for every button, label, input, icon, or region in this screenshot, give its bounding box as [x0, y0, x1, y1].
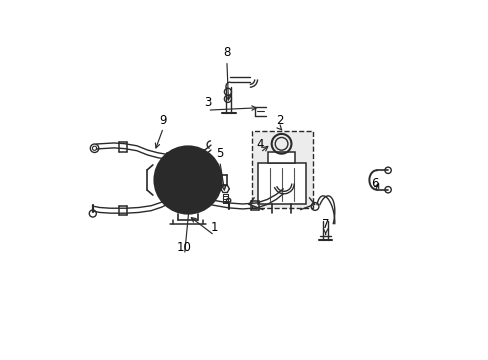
- Text: 8: 8: [223, 46, 230, 59]
- Text: 5: 5: [216, 147, 223, 160]
- Text: 1: 1: [210, 221, 218, 234]
- Circle shape: [154, 147, 221, 213]
- Text: 3: 3: [203, 96, 211, 109]
- Bar: [268, 152, 294, 163]
- Text: 2: 2: [275, 113, 283, 126]
- Text: 4: 4: [256, 138, 264, 151]
- Text: 7: 7: [321, 217, 329, 231]
- Bar: [257, 163, 305, 204]
- Circle shape: [185, 177, 190, 183]
- Text: 6: 6: [370, 177, 378, 190]
- Text: 9: 9: [159, 113, 167, 126]
- Text: 10: 10: [177, 240, 192, 253]
- Bar: [251, 131, 313, 208]
